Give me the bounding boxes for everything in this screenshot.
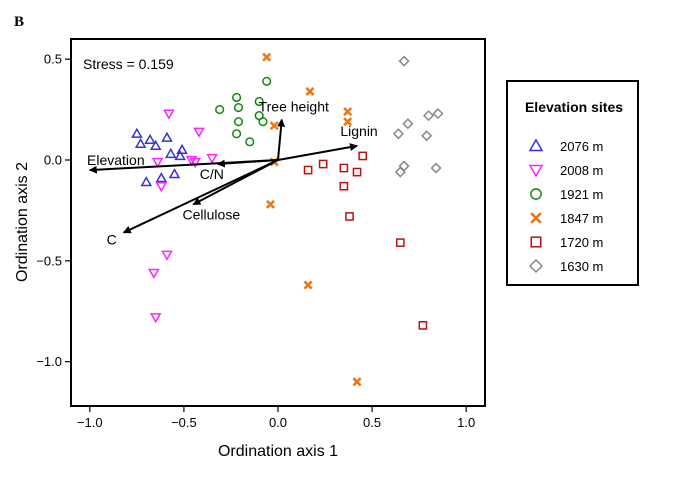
data-point <box>163 109 175 120</box>
data-point <box>343 117 353 127</box>
data-point <box>161 131 173 142</box>
data-point <box>206 153 218 164</box>
legend-entry-label: 1847 m <box>560 211 603 226</box>
data-point <box>265 199 275 209</box>
data-point <box>402 118 414 130</box>
y-tick-label: 0.0 <box>44 152 62 167</box>
x-tick-label: −1.0 <box>77 415 103 430</box>
legend-entry-label: 1921 m <box>560 187 603 202</box>
data-point <box>352 167 362 177</box>
data-point <box>151 157 164 169</box>
data-point <box>262 52 272 62</box>
data-point <box>168 168 181 179</box>
y-tick-label: 0.5 <box>44 52 62 67</box>
data-point <box>352 377 362 387</box>
data-point <box>339 163 349 173</box>
data-point <box>233 102 244 113</box>
legend-entry-label: 1630 m <box>560 259 603 274</box>
data-point <box>418 320 428 330</box>
legend-title: Elevation sites <box>525 99 623 115</box>
data-point <box>148 268 160 279</box>
y-tick-label: −0.5 <box>36 253 62 268</box>
x-tick-label: 1.0 <box>457 415 475 430</box>
legend-entry-label: 1720 m <box>560 235 603 250</box>
vector-label: Tree height <box>259 99 329 115</box>
vector-label: Lignin <box>340 123 377 139</box>
legend-frame <box>506 80 639 286</box>
data-point <box>155 182 168 193</box>
data-point <box>262 76 272 86</box>
data-point <box>189 157 201 169</box>
data-point <box>392 128 404 140</box>
data-point <box>343 107 353 117</box>
legend-marker <box>530 212 542 224</box>
legend-marker <box>530 188 542 200</box>
vector-label: C/N <box>200 166 224 182</box>
legend-entry-label: 2076 m <box>560 139 603 154</box>
data-point <box>305 86 315 96</box>
x-tick-label: −0.5 <box>171 415 197 430</box>
x-tick-label: 0.0 <box>269 415 287 430</box>
data-point <box>358 151 368 161</box>
data-point <box>149 313 162 324</box>
vector-label: Cellulose <box>183 206 241 222</box>
data-point <box>432 108 444 120</box>
data-point <box>422 110 435 122</box>
loading-vector-arrow <box>122 159 279 234</box>
vector-label: Elevation <box>87 152 145 168</box>
data-point <box>269 121 279 131</box>
data-point <box>155 172 168 183</box>
data-point <box>421 130 433 142</box>
legend-entry-label: 2008 m <box>560 163 603 178</box>
data-point <box>185 155 198 167</box>
data-point <box>339 181 349 191</box>
data-point <box>161 250 173 261</box>
data-point <box>149 139 162 150</box>
x-axis-title: Ordination axis 1 <box>218 443 338 460</box>
loading-vector-arrow <box>277 143 359 161</box>
loading-vector-arrow <box>277 118 286 161</box>
loading-vector-arrow <box>216 158 279 168</box>
legend-marker <box>528 164 544 178</box>
data-point <box>174 149 186 161</box>
data-point <box>215 105 225 115</box>
y-axis-title: Ordination axis 2 <box>14 162 31 282</box>
data-point <box>232 92 242 103</box>
data-point <box>345 212 354 221</box>
legend: Elevation sites 2076 m 2008 m 1921 m 1847 m… <box>506 80 639 286</box>
data-point <box>140 176 153 187</box>
data-point <box>318 159 328 169</box>
data-point <box>131 127 143 138</box>
data-point <box>134 137 147 148</box>
stress-annotation: Stress = 0.159 <box>83 56 174 72</box>
data-point <box>233 117 244 127</box>
panel-label: B <box>14 14 25 30</box>
y-tick-label: −1.0 <box>36 354 62 369</box>
data-point <box>303 165 313 175</box>
data-point <box>394 166 406 178</box>
data-point <box>193 127 205 138</box>
data-point <box>254 96 264 107</box>
legend-marker <box>530 236 542 248</box>
data-point <box>232 129 242 139</box>
data-point <box>245 137 255 147</box>
legend-marker <box>528 258 544 274</box>
x-tick-label: 0.5 <box>363 415 381 430</box>
data-point <box>176 143 188 155</box>
data-point <box>258 117 268 127</box>
data-point <box>395 238 405 248</box>
plot-frame <box>70 38 486 407</box>
data-point <box>144 133 156 144</box>
data-point <box>398 55 410 67</box>
data-point <box>164 147 177 159</box>
data-point <box>303 280 313 290</box>
legend-marker <box>528 138 544 152</box>
vector-label: C <box>107 232 117 248</box>
data-point <box>430 162 442 174</box>
